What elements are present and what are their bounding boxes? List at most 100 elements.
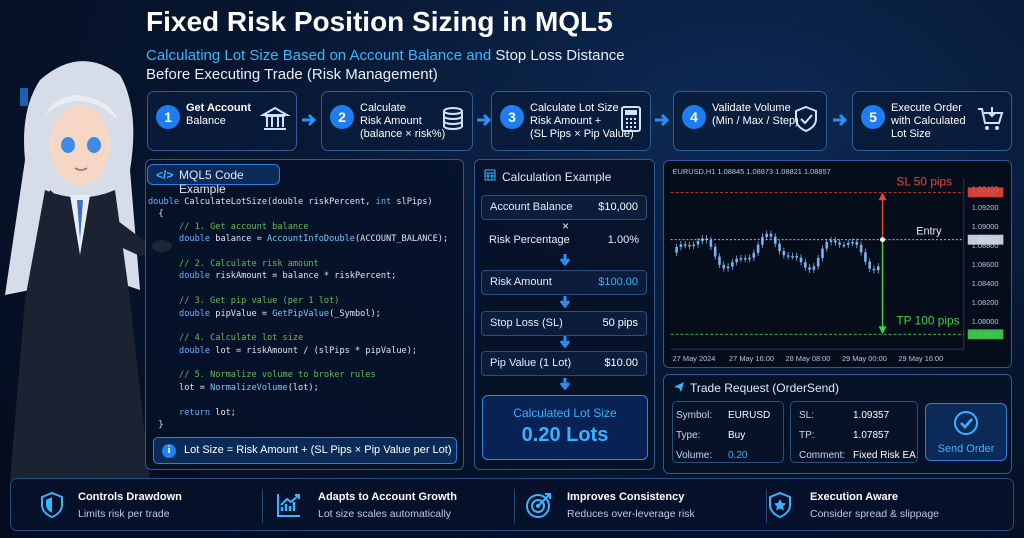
multiply-sign: ×: [562, 219, 570, 233]
code-line: double balance = AccountInfoDouble(ACCOU…: [148, 233, 458, 245]
arrow-right-icon: [833, 113, 848, 127]
code-token: pipValue =: [215, 308, 273, 319]
sl-arrow-head: [878, 192, 887, 201]
subtitle-rest: Stop Loss Distance: [495, 47, 625, 64]
trade-sl-value: 1.09357: [853, 410, 890, 421]
result-value: 0.20 Lots: [521, 424, 609, 446]
benefit-adapts: Adapts to Account Growth Lot size scales…: [263, 479, 514, 532]
code-token: int: [375, 197, 392, 207]
step-number: 3: [500, 105, 524, 129]
code-token: double: [148, 271, 216, 282]
cart-icon: [978, 107, 1004, 130]
calc-value: 50 pips: [602, 317, 638, 329]
code-line: [148, 320, 458, 332]
code-line: double pipValue = GetPipValue(_Symbol);: [148, 308, 458, 320]
sl-price-tag: [967, 187, 1004, 198]
arrow-down-icon: [559, 378, 571, 390]
candle-body: [804, 262, 807, 268]
candle-body: [726, 266, 730, 269]
subtitle-accent: Calculating Lot Size Based on Account Ba…: [146, 47, 492, 64]
code-line: lot = NormalizeVolume(lot);: [148, 382, 458, 394]
candle-body: [876, 266, 880, 271]
arrow-down-icon: [559, 336, 571, 348]
step-line2: Balance: [186, 115, 226, 127]
candle-body: [829, 240, 833, 243]
arrow-right-icon: [302, 113, 317, 127]
calc-row-balance: Account Balance $10,000: [481, 195, 647, 220]
entry-point: [880, 237, 886, 243]
code-token: double: [148, 234, 216, 245]
candle-body: [816, 258, 820, 267]
candle-body: [851, 241, 854, 244]
step-text: Validate Volume (Min / Max / Step): [712, 102, 799, 128]
code-line: [148, 394, 458, 406]
step-line2: (Min / Max / Step): [712, 115, 799, 127]
send-order-button[interactable]: Send Order: [925, 403, 1007, 461]
candle-body: [683, 244, 687, 246]
code-token: {: [148, 209, 164, 220]
code-token: // 4. Calculate lot size: [148, 333, 304, 344]
candle-body: [838, 242, 841, 245]
benefit-desc: Limits risk per trade: [78, 508, 170, 520]
benefit-desc: Lot size scales automatically: [318, 508, 452, 520]
divider: [262, 489, 263, 523]
candle-body: [688, 244, 691, 247]
code-panel-tab: </> MQL5 Code Example: [147, 164, 280, 196]
trade-comment-label: Comment:: [799, 450, 846, 461]
code-token: slPips): [391, 197, 433, 207]
trade-left-box: [672, 401, 784, 463]
trade-type-value: Buy: [728, 430, 746, 441]
candle-body: [756, 244, 760, 253]
candle-body: [773, 236, 777, 244]
code-token: }: [148, 420, 164, 431]
subtitle-line2: Before Executing Trade (Risk Management): [146, 66, 438, 83]
price-tick-label: 1.08400: [972, 279, 999, 288]
growth-chart-icon: [277, 494, 300, 517]
candle-body: [713, 246, 717, 257]
code-line: // 1. Get account balance: [148, 221, 458, 233]
tp-label: TP 100 pips: [896, 313, 959, 327]
trade-symbol-value: EURUSD: [728, 410, 771, 421]
step-line2: with Calculated: [891, 115, 966, 127]
price-tick-label: 1.08200: [972, 298, 999, 307]
step-text: Calculate Risk Amount (balance × risk%): [360, 102, 445, 141]
code-line: // 3. Get pip value (per 1 lot): [148, 295, 458, 307]
calc-row-pip-value: Pip Value (1 Lot) $10.00: [481, 351, 647, 376]
benefit-title: Adapts to Account Growth: [318, 491, 457, 503]
price-tick-label: 1.09000: [972, 222, 999, 231]
candle-body: [743, 258, 747, 260]
benefit-controls-drawdown: Controls Drawdown Limits risk per trade: [11, 479, 262, 532]
send-plane-icon: [674, 382, 684, 392]
code-token: lot =: [148, 382, 211, 393]
step-5-card: 5 Execute Order with Calculated Lot Size: [852, 91, 1012, 151]
result-box: Calculated Lot Size 0.20 Lots: [482, 395, 648, 460]
candle-body: [842, 244, 846, 247]
code-token: riskAmount = balance * riskPercent;: [215, 271, 397, 282]
calc-row-risk-percent: Risk Percentage 1.00%: [481, 234, 647, 252]
trade-volume-value: 0.20: [728, 450, 748, 461]
step-3-card: 3 Calculate Lot Size Risk Amount + (SL Pip…: [491, 91, 651, 151]
trade-tp-label: TP:: [799, 430, 815, 441]
candle-body: [675, 246, 678, 253]
calc-label: Pip Value (1 Lot): [490, 357, 572, 369]
step-line2: Risk Amount: [360, 115, 422, 127]
tp-arrow-head: [878, 326, 887, 335]
arrow-down-icon: [559, 296, 571, 308]
candle-body: [769, 233, 773, 237]
code-line: [148, 246, 458, 258]
trade-sl-label: SL:: [799, 410, 815, 421]
candle-body: [679, 244, 683, 247]
candle-body: [735, 258, 738, 263]
trade-tp-value: 1.07857: [853, 430, 890, 441]
code-token: // 3. Get pip value (per 1 lot): [148, 296, 340, 307]
send-order-label: Send Order: [937, 443, 995, 455]
candle-body: [692, 244, 696, 247]
trade-title: Trade Request (OrderSend): [690, 381, 839, 395]
step-title: Calculate Lot Size: [530, 102, 619, 114]
shield-star-icon: [769, 491, 791, 519]
trade-comment-value: Fixed Risk EA: [853, 450, 916, 461]
candle-body: [782, 251, 786, 256]
code-line: [148, 357, 458, 369]
step-title: Validate Volume: [712, 102, 791, 114]
code-token: lot = riskAmount / (slPips * pipValue);: [215, 345, 418, 356]
